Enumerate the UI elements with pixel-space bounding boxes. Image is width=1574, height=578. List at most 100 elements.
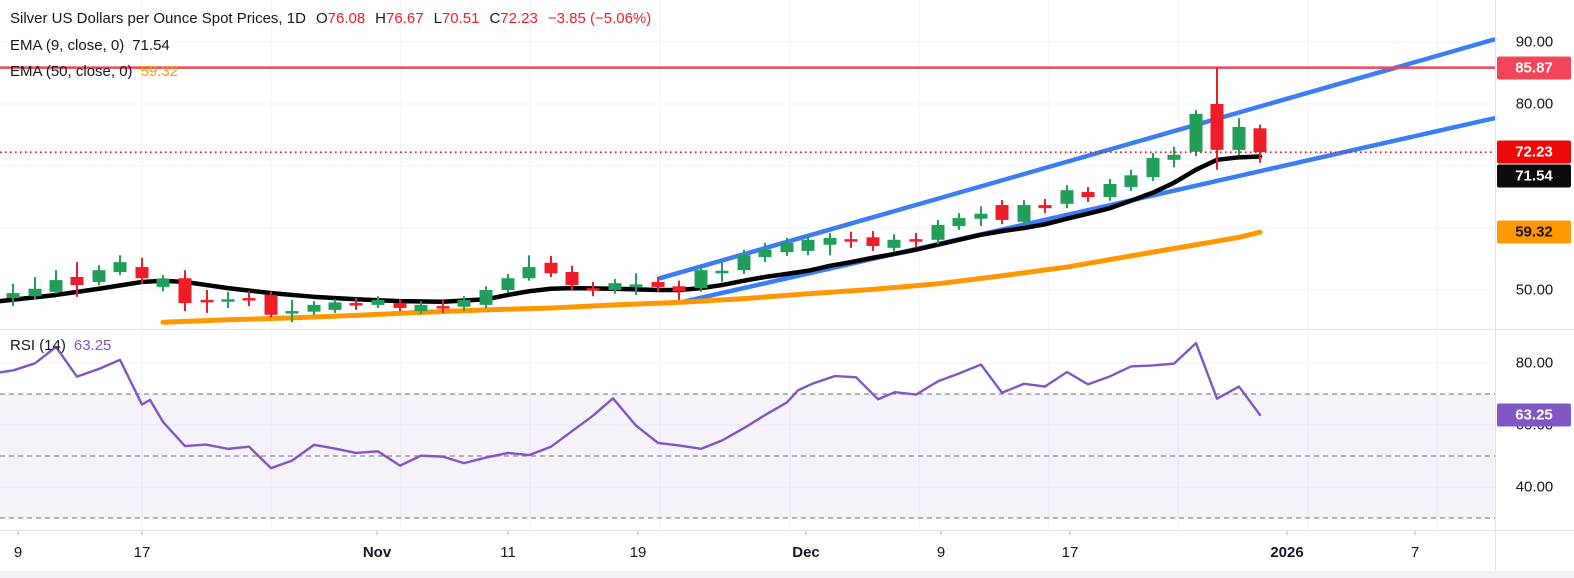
trend-channel-upper[interactable] (657, 37, 1497, 281)
candle-body (995, 205, 1009, 220)
open-value: 76.08 (327, 10, 366, 27)
rsi-line (0, 341, 1262, 470)
candle-body (522, 267, 536, 279)
candle-body (200, 299, 214, 303)
time-axis-label: 9 (936, 544, 946, 561)
candle-body (1167, 154, 1181, 160)
candle-body (414, 304, 428, 312)
ema9-line (0, 154, 1263, 305)
time-axis-label: 17 (133, 544, 151, 561)
candle-body (629, 284, 643, 287)
time-axis-label: 2026 (1270, 544, 1304, 561)
time-axis-label: 11 (500, 544, 516, 561)
candle-body (1017, 205, 1031, 222)
candle-body (672, 286, 686, 292)
trend-channel-lower[interactable] (680, 116, 1497, 305)
candle-body (178, 278, 192, 304)
bottom-strip (0, 571, 1574, 578)
candle-body (307, 304, 321, 312)
candle-body (801, 239, 815, 251)
time-axis-label: 7 (1410, 544, 1420, 561)
open-label: O (315, 10, 328, 27)
candle-body (1124, 175, 1138, 188)
price-badge: 85.87 (1497, 56, 1571, 80)
candle-body (70, 276, 84, 286)
candle-body (737, 255, 751, 271)
candle-body (780, 242, 794, 253)
candle-body (49, 280, 63, 292)
candle-body (6, 293, 20, 299)
ema50-line (160, 229, 1263, 325)
low-value: 70.51 (441, 10, 480, 27)
candle-body (823, 237, 837, 245)
candle-body (457, 299, 471, 307)
candle-body (758, 249, 772, 258)
candle-body (436, 306, 450, 309)
time-axis-label: Dec (792, 544, 820, 561)
candle-body (1038, 205, 1052, 209)
candle-body (974, 213, 988, 219)
time-axis-label: Nov (362, 544, 392, 561)
candle-body (285, 311, 299, 314)
close-label: C (489, 10, 501, 27)
rsi-axis-label: 80.00 (1515, 354, 1554, 372)
candle-body (608, 283, 622, 290)
candle-body (866, 237, 880, 246)
candle-body (1081, 192, 1095, 197)
candlestick-series (6, 67, 1267, 323)
ema9-label: EMA (9, close, 0) (10, 37, 125, 54)
rsi-value: 63.25 (73, 337, 112, 354)
candle-body (1210, 104, 1224, 150)
ema50-label: EMA (50, close, 0) (10, 63, 133, 80)
rsi-legend-row[interactable]: RSI (14) 63.25 (10, 337, 111, 354)
price-axis-label: 50.00 (1515, 281, 1554, 299)
rsi-axis-label: 40.00 (1515, 478, 1554, 496)
candle-body (1189, 113, 1203, 152)
symbol-title: Silver US Dollars per Ounce Spot Prices,… (10, 10, 306, 27)
time-axis-label: 19 (629, 544, 647, 561)
rsi-badge: 63.25 (1497, 403, 1571, 427)
time-axis-label: 17 (1061, 544, 1079, 561)
candle-body (221, 299, 235, 302)
price-badge: 72.23 (1497, 140, 1571, 164)
candle-body (715, 270, 729, 274)
low-label: L (433, 10, 442, 27)
time-axis-label: 9 (13, 544, 23, 561)
candle-body (694, 270, 708, 289)
candle-body (586, 288, 600, 291)
candle-body (156, 278, 170, 287)
ema50-legend-row[interactable]: EMA (50, close, 0) 59.32 (10, 63, 178, 80)
rsi-label: RSI (14) (10, 337, 66, 354)
candle-body (242, 298, 256, 301)
candle-body (393, 303, 407, 308)
candle-body (113, 262, 127, 273)
candle-body (544, 262, 558, 274)
candle-body (264, 294, 278, 315)
high-value: 76.67 (386, 10, 424, 27)
candle-body (479, 290, 493, 305)
high-label: H (375, 10, 387, 27)
candle-body (135, 267, 149, 279)
ema50-value: 59.32 (140, 63, 179, 80)
candle-body (349, 303, 363, 306)
close-value: 72.23 (500, 10, 538, 27)
candle-body (931, 224, 945, 240)
candle-body (1232, 126, 1246, 150)
candle-body (844, 239, 858, 242)
candle-body (28, 288, 42, 297)
candle-body (1146, 157, 1160, 178)
candle-body (952, 218, 966, 227)
symbol-legend-row[interactable]: Silver US Dollars per Ounce Spot Prices,… (10, 10, 651, 27)
candle-body (909, 239, 923, 242)
ema9-legend-row[interactable]: EMA (9, close, 0) 71.54 (10, 37, 170, 54)
candle-body (887, 239, 901, 248)
candle-body (651, 281, 665, 287)
candle-body (371, 299, 385, 305)
candle-body (565, 272, 579, 286)
price-badge: 59.32 (1497, 220, 1571, 244)
candle-body (92, 270, 106, 282)
price-axis-label: 90.00 (1515, 33, 1554, 51)
ema9-value: 71.54 (132, 37, 170, 54)
